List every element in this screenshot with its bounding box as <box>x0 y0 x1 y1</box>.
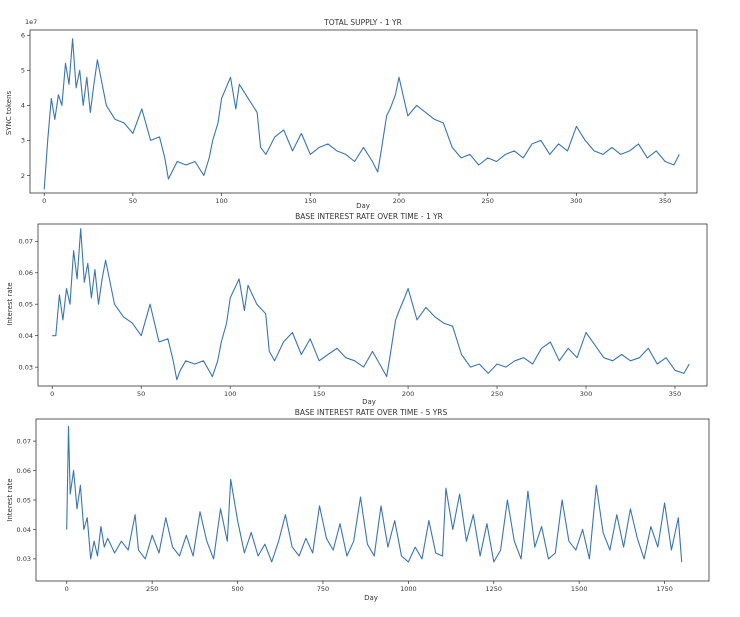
y-tick-label: 0.06 <box>17 467 31 475</box>
x-tick-label: 150 <box>304 197 316 205</box>
x-tick-label: 1250 <box>486 585 503 593</box>
y-tick-label: 2 <box>21 172 25 180</box>
plot-frame <box>29 29 698 194</box>
x-tick-label: 50 <box>129 197 137 205</box>
chart-title: BASE INTEREST RATE OVER TIME - 1 YR <box>295 212 443 221</box>
x-tick-label: 50 <box>137 390 145 398</box>
y-tick-label: 0.04 <box>19 332 33 340</box>
x-tick-label: 1500 <box>571 585 588 593</box>
x-tick-label: 0 <box>42 197 46 205</box>
chart-panel-rate-5yr: BASE INTEREST RATE OVER TIME - 5 YRS Int… <box>6 408 710 602</box>
y-tick-label: 6 <box>21 32 25 40</box>
x-tick-label: 300 <box>570 197 582 205</box>
y-tick-label: 0.04 <box>17 526 31 534</box>
x-axis-label: Day <box>356 202 370 210</box>
y-tick-label: 0.06 <box>19 269 33 277</box>
x-tick-label: 300 <box>580 390 592 398</box>
y-tick-label: 0.07 <box>19 238 33 246</box>
y-tick-label: 0.05 <box>17 496 31 504</box>
x-tick-label: 250 <box>146 585 158 593</box>
y-offset-text: 1e7 <box>25 18 37 26</box>
y-axis-label: Interest rate <box>6 282 14 325</box>
y-tick-label: 0.03 <box>19 363 33 371</box>
x-tick-label: 500 <box>231 585 243 593</box>
x-tick-label: 200 <box>402 390 414 398</box>
y-tick-label: 5 <box>21 67 25 75</box>
series-line <box>52 228 690 381</box>
y-tick-label: 0.05 <box>19 301 33 309</box>
series-line <box>66 425 683 563</box>
x-tick-label: 750 <box>317 585 329 593</box>
plot-frame <box>35 418 710 582</box>
chart-title: TOTAL SUPPLY - 1 YR <box>323 18 402 27</box>
x-tick-label: 350 <box>669 390 681 398</box>
y-tick-label: 3 <box>21 137 25 145</box>
x-tick-label: 100 <box>215 197 227 205</box>
x-tick-label: 100 <box>224 390 236 398</box>
y-tick-label: 4 <box>21 102 25 110</box>
chart-panel-total-supply: TOTAL SUPPLY - 1 YR 1e7 SYNC tokens Day … <box>5 18 698 210</box>
x-tick-label: 350 <box>659 197 671 205</box>
x-tick-label: 0 <box>50 390 54 398</box>
x-axis-label: Day <box>364 594 378 602</box>
x-tick-label: 0 <box>65 585 69 593</box>
x-tick-label: 200 <box>393 197 405 205</box>
chart-panel-rate-1yr: BASE INTEREST RATE OVER TIME - 1 YR Inte… <box>6 212 708 406</box>
x-axis-label: Day <box>362 398 376 406</box>
chart-title: BASE INTEREST RATE OVER TIME - 5 YRS <box>295 408 448 417</box>
y-axis-label: Interest rate <box>6 478 14 521</box>
x-tick-label: 250 <box>491 390 503 398</box>
x-tick-label: 1000 <box>400 585 417 593</box>
plot-frame <box>37 223 708 387</box>
y-tick-label: 0.03 <box>17 555 31 563</box>
x-tick-label: 250 <box>481 197 493 205</box>
x-tick-label: 150 <box>313 390 325 398</box>
x-tick-label: 1750 <box>656 585 673 593</box>
series-line <box>43 38 680 190</box>
y-axis-label: SYNC tokens <box>5 91 13 136</box>
y-tick-label: 0.07 <box>17 437 31 445</box>
